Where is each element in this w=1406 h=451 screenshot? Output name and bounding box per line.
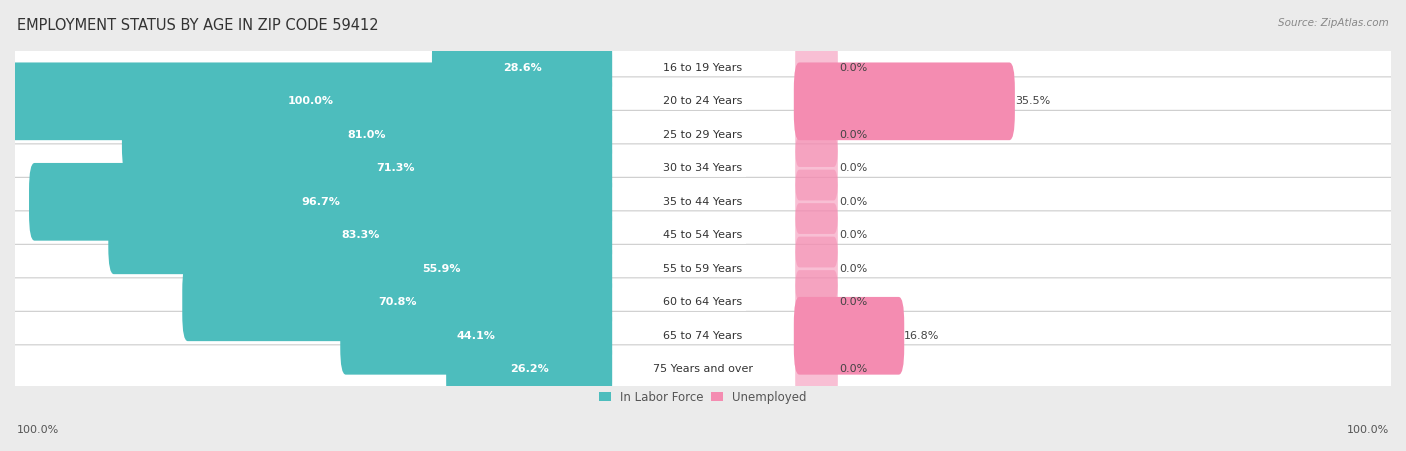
FancyBboxPatch shape (13, 110, 1393, 159)
Text: 100.0%: 100.0% (288, 97, 333, 106)
FancyBboxPatch shape (446, 331, 612, 408)
FancyBboxPatch shape (10, 63, 612, 140)
Text: 45 to 54 Years: 45 to 54 Years (664, 230, 742, 240)
Text: 25 to 29 Years: 25 to 29 Years (664, 130, 742, 140)
FancyBboxPatch shape (794, 297, 904, 375)
FancyBboxPatch shape (796, 36, 838, 100)
FancyBboxPatch shape (183, 263, 612, 341)
Text: 35.5%: 35.5% (1015, 97, 1050, 106)
FancyBboxPatch shape (180, 129, 612, 207)
FancyBboxPatch shape (13, 345, 1393, 394)
FancyBboxPatch shape (13, 77, 1393, 126)
Text: 55.9%: 55.9% (422, 264, 461, 274)
FancyBboxPatch shape (796, 337, 838, 401)
Text: 100.0%: 100.0% (17, 425, 59, 435)
FancyBboxPatch shape (796, 170, 838, 234)
Text: 0.0%: 0.0% (839, 297, 868, 307)
Text: 35 to 44 Years: 35 to 44 Years (664, 197, 742, 207)
Legend: In Labor Force, Unemployed: In Labor Force, Unemployed (599, 391, 807, 404)
FancyBboxPatch shape (122, 96, 612, 174)
FancyBboxPatch shape (340, 297, 612, 375)
FancyBboxPatch shape (270, 230, 612, 308)
Text: 26.2%: 26.2% (510, 364, 548, 374)
Text: 0.0%: 0.0% (839, 364, 868, 374)
Text: 96.7%: 96.7% (301, 197, 340, 207)
Text: 71.3%: 71.3% (377, 163, 415, 173)
Text: 44.1%: 44.1% (457, 331, 496, 341)
Text: 70.8%: 70.8% (378, 297, 416, 307)
FancyBboxPatch shape (13, 244, 1393, 293)
FancyBboxPatch shape (796, 270, 838, 335)
FancyBboxPatch shape (13, 144, 1393, 193)
Text: 0.0%: 0.0% (839, 197, 868, 207)
FancyBboxPatch shape (796, 237, 838, 301)
FancyBboxPatch shape (13, 211, 1393, 260)
Text: 0.0%: 0.0% (839, 264, 868, 274)
FancyBboxPatch shape (13, 43, 1393, 92)
Text: 28.6%: 28.6% (503, 63, 541, 73)
Text: 0.0%: 0.0% (839, 130, 868, 140)
Text: 16 to 19 Years: 16 to 19 Years (664, 63, 742, 73)
Text: 81.0%: 81.0% (347, 130, 387, 140)
Text: 83.3%: 83.3% (342, 230, 380, 240)
Text: 0.0%: 0.0% (839, 63, 868, 73)
Text: 30 to 34 Years: 30 to 34 Years (664, 163, 742, 173)
FancyBboxPatch shape (794, 63, 1015, 140)
FancyBboxPatch shape (796, 103, 838, 167)
Text: 65 to 74 Years: 65 to 74 Years (664, 331, 742, 341)
FancyBboxPatch shape (30, 163, 612, 241)
FancyBboxPatch shape (13, 177, 1393, 226)
Text: Source: ZipAtlas.com: Source: ZipAtlas.com (1278, 18, 1389, 28)
FancyBboxPatch shape (13, 311, 1393, 360)
Text: 0.0%: 0.0% (839, 230, 868, 240)
FancyBboxPatch shape (796, 203, 838, 267)
Text: 16.8%: 16.8% (904, 331, 939, 341)
Text: 60 to 64 Years: 60 to 64 Years (664, 297, 742, 307)
Text: 20 to 24 Years: 20 to 24 Years (664, 97, 742, 106)
Text: 55 to 59 Years: 55 to 59 Years (664, 264, 742, 274)
Text: 100.0%: 100.0% (1347, 425, 1389, 435)
Text: EMPLOYMENT STATUS BY AGE IN ZIP CODE 59412: EMPLOYMENT STATUS BY AGE IN ZIP CODE 594… (17, 18, 378, 33)
FancyBboxPatch shape (432, 29, 612, 107)
Text: 0.0%: 0.0% (839, 163, 868, 173)
Text: 75 Years and over: 75 Years and over (652, 364, 754, 374)
FancyBboxPatch shape (796, 136, 838, 200)
FancyBboxPatch shape (108, 197, 612, 274)
FancyBboxPatch shape (13, 278, 1393, 327)
